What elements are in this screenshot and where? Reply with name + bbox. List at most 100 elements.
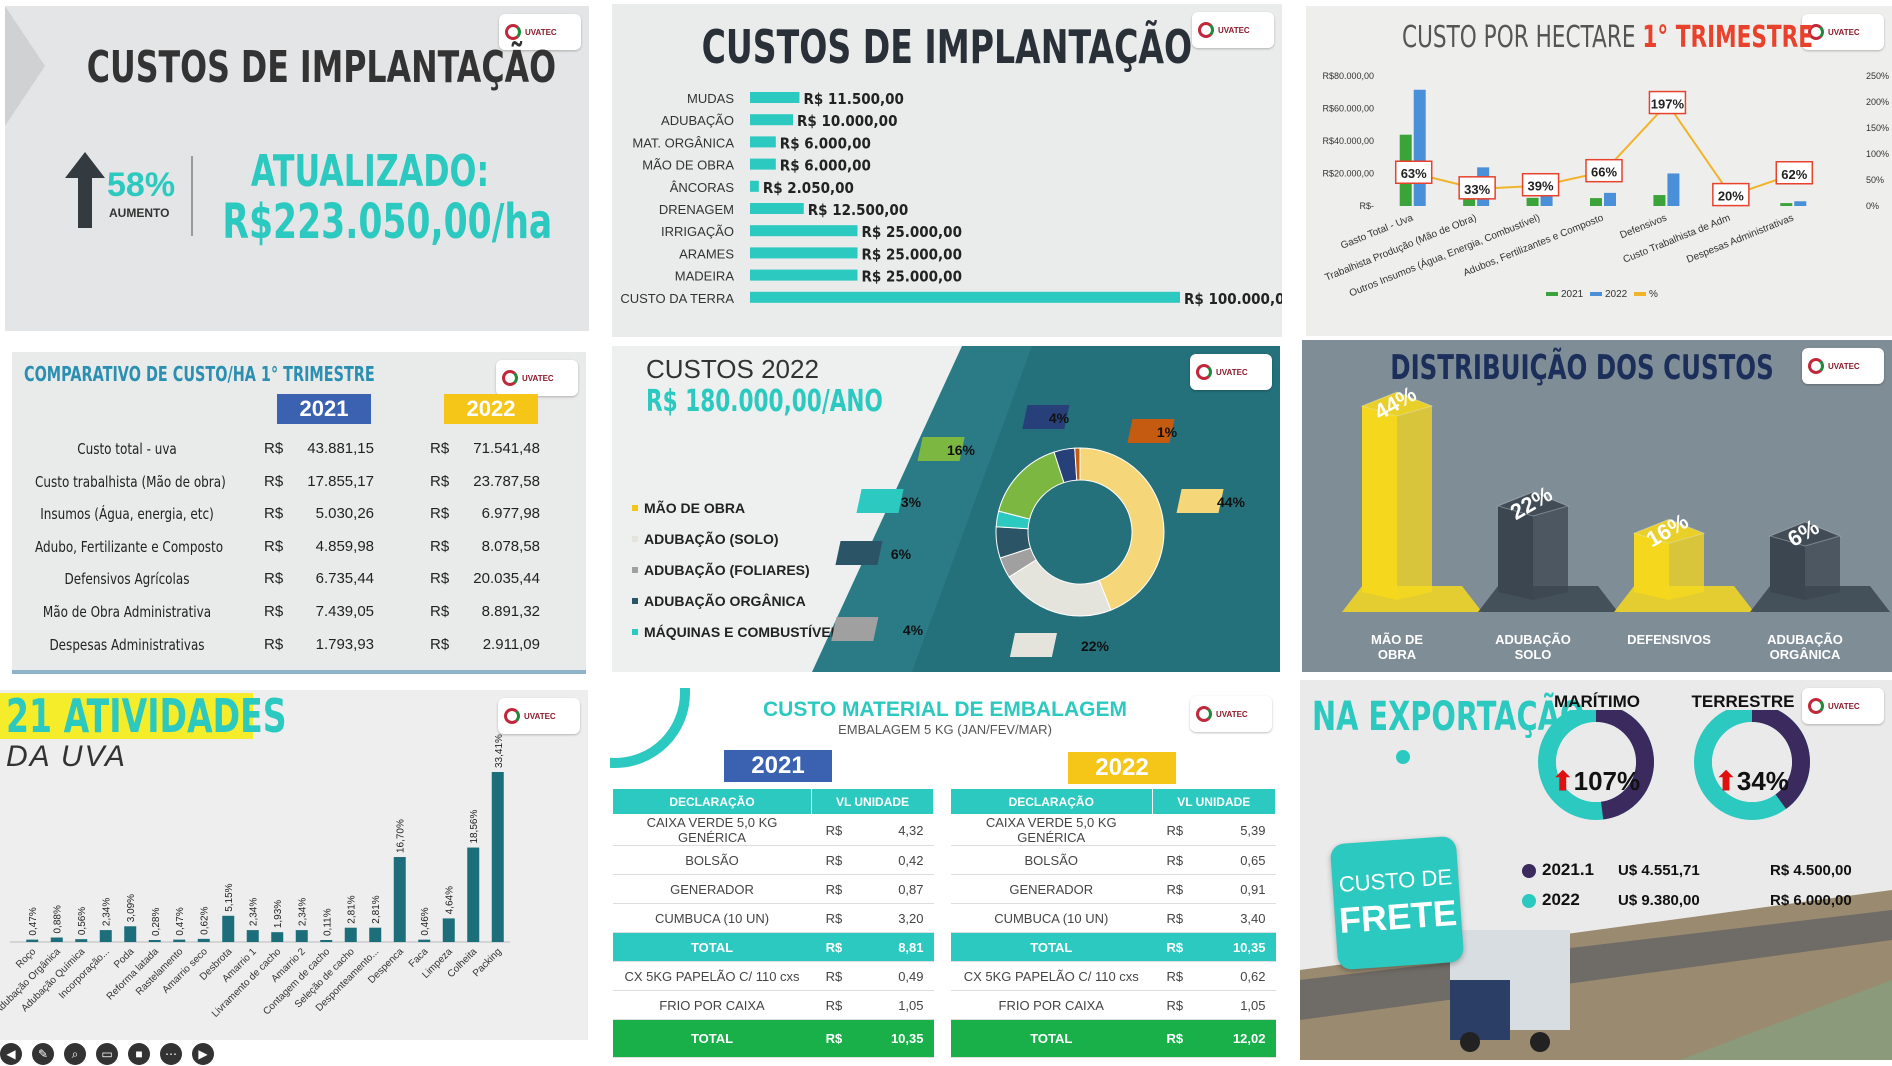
bar-category-label: ADUBAÇÃO (1495, 632, 1571, 647)
table-row: FRIO POR CAIXA R$ 1,05 (950, 990, 1276, 1020)
camera-icon[interactable]: ■ (128, 1043, 150, 1065)
donut-slice (998, 451, 1065, 520)
bar (99, 930, 112, 942)
table-row: GENERADOR R$ 0,91 (950, 874, 1276, 904)
pct-callout (1458, 176, 1496, 200)
next-icon[interactable]: ▶ (192, 1043, 214, 1065)
value-2021: 43.881,15 (307, 440, 374, 457)
donut-slice (1079, 447, 1165, 611)
bar-side (1805, 536, 1840, 600)
bar (393, 857, 406, 942)
bar-value-label: 0,47% (175, 907, 186, 935)
panel-embalagem: UVATEC CUSTO MATERIAL DE EMBALAGEM EMBAL… (610, 688, 1280, 1060)
y2-tick-label: 150% (1866, 123, 1889, 133)
cell-currency: R$ (1152, 1019, 1198, 1058)
cell-value: 12,02 (1197, 1019, 1276, 1058)
prev-icon[interactable]: ◀ (0, 1043, 22, 1065)
bar (246, 930, 259, 942)
currency-2021: R$ (264, 635, 284, 653)
legend-2021: 2021.1 (1542, 860, 1594, 879)
cell-declaration: CUMBUCA (10 UN) (612, 903, 812, 933)
panel-title: COMPARATIVO DE CUSTO/HA 1° TRIMESTRE (24, 362, 375, 386)
bar-side (1669, 533, 1704, 600)
legend-2022-dot (1522, 894, 1536, 908)
presentation-toolbar: ◀ ✎ ⌕ ▭ ■ ⋯ ▶ (0, 1042, 214, 1066)
slice-label: 44% (1217, 494, 1246, 510)
uvatec-logo: UVATEC (499, 14, 581, 50)
bar-category-label: ADUBAÇÃO (1767, 632, 1843, 647)
pct-label: 197% (1651, 97, 1685, 112)
slice-label-box (917, 437, 965, 461)
bar-2022 (1540, 194, 1553, 206)
cell-declaration: BOLSÃO (950, 845, 1152, 875)
cost-bar-chart: MUDAS R$ 11.500,00 ADUBAÇÃO R$ 10.000,00 MAT… (620, 90, 1282, 308)
pen-icon[interactable]: ✎ (32, 1043, 54, 1065)
panel-custos-2022: UVATEC CUSTOS 2022 R$ 180.000,00/ANO MÃO… (612, 346, 1280, 672)
uvatec-logo: UVATEC (498, 698, 580, 734)
panel-atividades: UVATEC 21 ATIVIDADES DA UVA 0,47% Roço 0,8… (0, 690, 588, 1040)
bar (418, 939, 431, 942)
legend-item: MÁQUINAS E COMBUSTÍVEL (632, 624, 852, 640)
cell-value: 1,05 (856, 990, 934, 1020)
bar-category-label: DEFENSIVOS (1627, 632, 1711, 647)
uvatec-logo: UVATEC (1802, 348, 1884, 384)
panel-subtitle: R$ 180.000,00/ANO (646, 384, 883, 419)
pct-label: 39% (1528, 179, 1554, 194)
3d-bar-chart: 44%MÃO DEOBRA22%ADUBAÇÃOSOLO16%DEFENSIVO… (1342, 382, 1890, 662)
bar (750, 225, 858, 237)
legend-item: ADUBAÇÃO (FOLIARES) (632, 562, 852, 578)
cell-declaration: CX 5KG PAPELÃO C/ 110 cxs (612, 961, 812, 991)
column-header: DECLARAÇÃO (950, 788, 1153, 815)
bar (124, 926, 137, 942)
panel-title: NA EXPORTAÇÃO (1312, 694, 1585, 740)
cell-declaration: GENERADOR (612, 874, 812, 904)
logo-icon (1196, 706, 1212, 722)
bar (197, 938, 210, 942)
uvatec-logo: UVATEC (496, 360, 578, 396)
bar-value-label: 2,81% (347, 895, 358, 923)
bar (50, 937, 63, 942)
slice-label: 22% (1081, 638, 1110, 654)
legend-swatch (632, 629, 638, 635)
bar (750, 203, 804, 214)
currency-2022: R$ (430, 440, 450, 457)
slice-label: 6% (891, 546, 912, 562)
search-icon[interactable]: ⌕ (64, 1043, 86, 1065)
legend-label: 2022 (1605, 289, 1628, 300)
bar-2022 (1794, 201, 1807, 206)
slice-label-box (1022, 405, 1070, 429)
bar (148, 940, 161, 942)
panel-distribuicao: UVATEC DISTRIBUIÇÃO DOS CUSTOS 44% MÃO DE… (1302, 340, 1892, 672)
legend-label: ADUBAÇÃO ORGÂNICA (644, 593, 806, 609)
cell-currency: R$ (1152, 874, 1198, 904)
table-row: Adubo, Fertilizante e Composto R$ 4.859,98… (12, 534, 586, 562)
bar-category-label: MAT. ORGÂNICA (632, 135, 734, 150)
updated-value: R$223.050,00/ha (222, 194, 553, 250)
captions-icon[interactable]: ▭ (96, 1043, 118, 1065)
arrow-up-icon: ⬆ (1551, 766, 1574, 796)
pct-label: 33% (1464, 182, 1490, 197)
value-2021: 1.793,93 (315, 635, 374, 653)
bar (750, 92, 800, 103)
cell-value: 0,87 (856, 874, 934, 904)
cell-value: 5,39 (1197, 814, 1276, 846)
bar-top (1496, 491, 1570, 517)
bar-value-label: R$ 6.000,00 (780, 157, 871, 175)
donut-hole (1712, 722, 1792, 802)
value-2022: 2.911,09 (482, 635, 540, 653)
cell-value: 4,32 (856, 814, 934, 846)
table-row: CX 5KG PAPELÃO C/ 110 cxs R$ 0,49 (612, 961, 934, 991)
value-2022: 71.541,48 (473, 440, 540, 457)
logo-icon (505, 24, 521, 40)
bar-face (1770, 536, 1805, 600)
bar (750, 136, 776, 148)
legend-swatch (632, 567, 638, 573)
bar-value-label: R$ 10.000,00 (797, 112, 897, 130)
bar-category-label: DRENAGEM (659, 202, 734, 217)
pct-label: 63% (1401, 166, 1427, 181)
cell-value: 0,49 (856, 961, 934, 991)
more-icon[interactable]: ⋯ (160, 1043, 182, 1065)
updated-label: ATUALIZADO: (250, 146, 490, 197)
panel-title: 21 ATIVIDADES (6, 690, 287, 743)
table-row: CX 5KG PAPELÃO C/ 110 cxs R$ 0,62 (950, 961, 1276, 991)
